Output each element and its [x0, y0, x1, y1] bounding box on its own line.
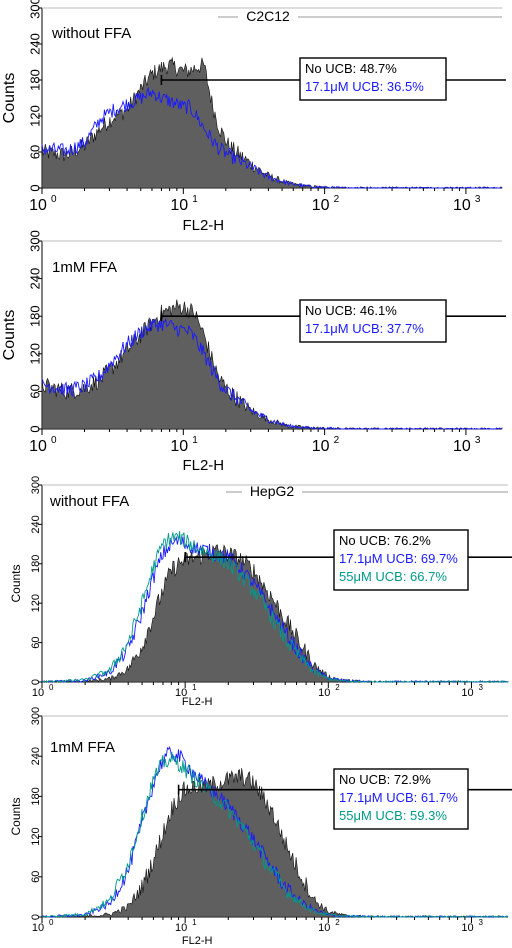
x-tick-exponent: 1 — [192, 683, 197, 692]
group-label: C2C12 — [246, 8, 290, 24]
x-tick-label: 10 — [453, 438, 471, 455]
x-tick-label: 10 — [29, 197, 47, 214]
y-axis-label: Counts — [1, 73, 18, 124]
legend-entry: No UCB: 48.7% — [305, 61, 397, 76]
legend-entry: 17.1μM UCB: 69.7% — [339, 551, 458, 566]
y-tick-label: 300 — [27, 0, 42, 19]
y-tick-label: 60 — [27, 384, 42, 398]
x-tick-exponent: 3 — [475, 435, 481, 446]
x-tick-exponent: 3 — [475, 194, 481, 205]
panel-title: without FFA — [51, 25, 131, 42]
legend-entry: No UCB: 46.1% — [305, 303, 397, 318]
x-tick-exponent: 1 — [192, 918, 197, 927]
legend-box — [333, 768, 469, 830]
y-tick-label: 180 — [27, 305, 42, 327]
y-tick-label: 60 — [30, 871, 42, 883]
x-tick-label: 10 — [175, 687, 187, 699]
legend-entry: No UCB: 72.9% — [339, 772, 431, 787]
panel-title: 1mM FFA — [52, 259, 117, 276]
y-tick-label: 120 — [30, 594, 42, 612]
y-tick-label: 0 — [27, 184, 42, 191]
x-tick-label: 10 — [170, 438, 188, 455]
legend-entry: 17.1μM UCB: 36.5% — [305, 79, 424, 94]
legend-entry: No UCB: 76.2% — [339, 533, 431, 548]
x-tick-label: 10 — [32, 687, 44, 699]
x-tick-label: 10 — [312, 438, 330, 455]
x-tick-label: 10 — [461, 687, 473, 699]
y-tick-label: 300 — [30, 476, 42, 494]
x-tick-exponent: 0 — [49, 918, 54, 927]
x-tick-label: 10 — [453, 197, 471, 214]
series-17uM-ucb-line — [41, 317, 503, 430]
x-tick-exponent: 1 — [192, 435, 198, 446]
y-tick-label: 0 — [30, 679, 42, 685]
legend-entry: 55μM UCB: 66.7% — [339, 569, 447, 584]
legend-entry: 55μM UCB: 59.3% — [339, 808, 447, 823]
x-tick-exponent: 0 — [49, 683, 54, 692]
x-tick-label: 10 — [32, 922, 44, 934]
y-tick-label: 60 — [30, 636, 42, 648]
y-tick-label: 240 — [27, 33, 42, 55]
x-axis-label: FL2-H — [182, 935, 213, 947]
x-axis-label: FL2-H — [182, 696, 213, 708]
y-tick-label: 180 — [30, 555, 42, 573]
y-tick-label: 300 — [27, 230, 42, 252]
legend-box — [333, 529, 469, 591]
x-tick-exponent: 0 — [51, 435, 57, 446]
x-axis-label: FL2-H — [182, 217, 224, 234]
legend-entry: 17.1μM UCB: 61.7% — [339, 790, 458, 805]
legend-box — [299, 57, 447, 101]
x-tick-label: 10 — [461, 922, 473, 934]
x-tick-exponent: 2 — [334, 194, 340, 205]
x-tick-exponent: 2 — [334, 435, 340, 446]
histogram-panel-4: 0 60 120 180 240 300 10 0 10 1 10 2 10 3 FL2-H Counts 1m… — [9, 707, 512, 947]
x-tick-exponent: 2 — [335, 918, 340, 927]
y-tick-label: 180 — [30, 787, 42, 805]
histogram-panel-3: 0 60 120 180 240 300 10 0 10 1 10 2 10 3 FL2-H Counts wi… — [9, 476, 512, 708]
histogram-panel-1: 0 60 120 180 240 300 10 0 10 1 10 2 10 3 FL2-H Counts wi… — [1, 0, 506, 234]
x-tick-exponent: 1 — [192, 194, 198, 205]
group-label: HepG2 — [250, 483, 295, 499]
series-17uM-ucb-line — [41, 86, 503, 189]
y-tick-label: 240 — [30, 515, 42, 533]
x-tick-label: 10 — [175, 922, 187, 934]
legend-entry: 17.1μM UCB: 37.7% — [305, 321, 424, 336]
x-tick-label: 10 — [29, 438, 47, 455]
x-axis-label: FL2-H — [182, 457, 224, 474]
y-tick-label: 240 — [27, 268, 42, 290]
x-tick-label: 10 — [312, 197, 330, 214]
x-tick-exponent: 3 — [478, 918, 483, 927]
y-tick-label: 120 — [30, 827, 42, 845]
x-tick-exponent: 2 — [335, 683, 340, 692]
panel-title: without FFA — [49, 493, 129, 510]
y-tick-label: 120 — [27, 105, 42, 127]
histogram-panel-2: 0 60 120 180 240 300 10 0 10 1 10 2 10 3 FL2-H Counts 1m… — [1, 230, 506, 474]
x-tick-exponent: 3 — [478, 683, 483, 692]
y-tick-label: 0 — [30, 914, 42, 920]
y-tick-label: 60 — [27, 145, 42, 159]
series-55uM-ucb-line — [42, 531, 509, 683]
legend-box — [299, 299, 447, 343]
series-55uM-ucb-line — [41, 751, 509, 918]
x-tick-label: 10 — [318, 687, 330, 699]
y-tick-label: 120 — [27, 343, 42, 365]
y-axis-label: Counts — [1, 310, 18, 361]
y-tick-label: 240 — [30, 747, 42, 765]
y-axis-label: Counts — [9, 564, 23, 602]
x-tick-label: 10 — [318, 922, 330, 934]
x-tick-label: 10 — [170, 197, 188, 214]
y-tick-label: 180 — [27, 69, 42, 91]
y-tick-label: 0 — [27, 425, 42, 432]
series-no-ucb-fill — [41, 56, 503, 189]
y-axis-label: Counts — [9, 797, 23, 835]
x-tick-exponent: 0 — [51, 194, 57, 205]
y-tick-label: 300 — [30, 707, 42, 725]
panel-title: 1mM FFA — [50, 739, 115, 756]
